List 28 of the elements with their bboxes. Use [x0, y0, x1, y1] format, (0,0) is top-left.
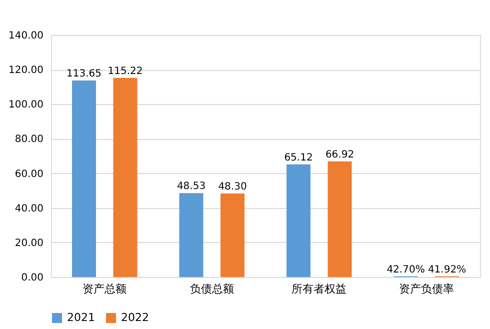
data-label: 113.65: [66, 68, 102, 80]
data-label: 48.30: [218, 182, 247, 193]
y-tick-label: 100.00: [8, 100, 44, 111]
x-tick-label: 资产总额: [82, 282, 127, 296]
legend-label: 2022: [121, 311, 149, 324]
bar: [113, 78, 138, 277]
data-label: 48.53: [176, 181, 206, 192]
y-tick-label: 20.00: [14, 238, 44, 249]
bar: [328, 161, 352, 277]
x-tick-label: 资产负债率: [398, 282, 454, 296]
bar: [286, 164, 310, 277]
bar: [220, 194, 244, 277]
data-label: 65.12: [284, 152, 313, 164]
legend-label: 2021: [67, 311, 95, 324]
data-label: 42.70%: [386, 264, 425, 276]
data-label: 41.92%: [428, 264, 466, 276]
x-tick-label: 负债总额: [190, 282, 234, 296]
x-tick-label: 所有者权益: [292, 282, 347, 296]
y-tick-label: 140.00: [8, 30, 44, 42]
y-tick-label: 80.00: [14, 134, 44, 146]
y-tick-label: 0.00: [21, 272, 44, 284]
y-tick-label: 40.00: [14, 203, 44, 214]
bar: [72, 80, 96, 277]
y-tick-label: 120.00: [8, 65, 44, 76]
bar: [179, 193, 204, 277]
y-tick-label: 60.00: [14, 168, 44, 180]
data-label: 115.22: [108, 66, 143, 77]
data-label: 66.92: [325, 149, 354, 160]
